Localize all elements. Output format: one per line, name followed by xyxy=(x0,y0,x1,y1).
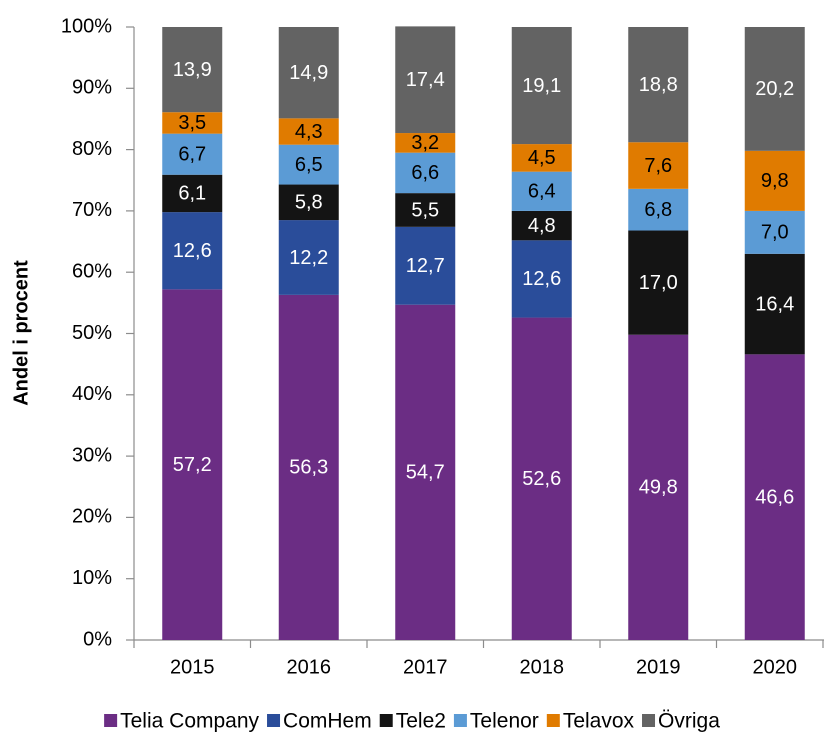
y-tick-label: 30% xyxy=(72,444,112,466)
bar-segment xyxy=(278,220,339,295)
legend-swatch xyxy=(267,714,281,727)
legend-label: Övriga xyxy=(658,710,720,733)
y-tick-label: 100% xyxy=(61,15,112,37)
y-tick-label: 0% xyxy=(83,628,112,650)
bar-segment xyxy=(162,133,223,175)
y-tick-label: 60% xyxy=(72,260,112,282)
bar-segment xyxy=(511,317,572,640)
data-label: 56,3 xyxy=(289,457,328,479)
legend-swatch xyxy=(453,714,467,727)
data-label: 16,4 xyxy=(755,293,794,315)
data-label: 4,8 xyxy=(528,215,556,237)
bar-segment xyxy=(162,112,223,134)
data-label: 12,2 xyxy=(289,247,328,269)
data-label: 12,7 xyxy=(406,255,445,277)
data-label: 5,5 xyxy=(411,199,439,221)
data-label: 6,1 xyxy=(178,183,206,205)
data-label: 4,3 xyxy=(295,121,323,143)
data-label: 54,7 xyxy=(406,462,445,484)
data-label: 3,2 xyxy=(411,132,439,154)
bar-segment xyxy=(511,210,572,241)
bar-segment xyxy=(628,27,689,143)
legend-swatch xyxy=(104,714,118,727)
y-tick-label: 90% xyxy=(72,77,112,99)
legend-label: Telenor xyxy=(470,710,539,733)
bar-segment xyxy=(395,133,456,153)
data-label: 52,6 xyxy=(522,468,561,490)
bar-segment xyxy=(278,294,339,640)
bar-segment xyxy=(278,144,339,185)
bar-segment xyxy=(628,230,689,335)
bar-segment xyxy=(744,27,805,151)
bar-segment xyxy=(744,150,805,211)
y-tick-label: 70% xyxy=(72,199,112,221)
data-label: 3,5 xyxy=(178,112,206,134)
bar-segment xyxy=(278,184,339,221)
data-label: 7,0 xyxy=(761,222,789,244)
x-tick-label: 2016 xyxy=(287,656,332,678)
legend-swatch xyxy=(642,714,656,727)
legend-label: Telia Company xyxy=(120,710,259,733)
bar-segment xyxy=(744,354,805,640)
bar-segment xyxy=(744,253,805,355)
data-label: 19,1 xyxy=(522,75,561,97)
legend-swatch xyxy=(546,714,560,727)
data-label: 6,7 xyxy=(178,143,206,165)
bar-segment xyxy=(511,171,572,211)
x-tick-label: 2017 xyxy=(403,656,448,678)
bar-segment xyxy=(744,210,805,254)
data-label: 57,2 xyxy=(173,454,212,476)
bar-segment xyxy=(511,27,572,145)
y-tick-label: 80% xyxy=(72,138,112,160)
bar-segment xyxy=(395,152,456,194)
data-label: 12,6 xyxy=(173,240,212,262)
legend-swatch xyxy=(379,714,393,727)
bar-segment xyxy=(628,334,689,640)
bar-segment xyxy=(395,226,456,305)
y-tick-label: 40% xyxy=(72,383,112,405)
legend-label: Tele2 xyxy=(396,710,446,733)
bar-segment xyxy=(162,289,223,640)
data-label: 18,8 xyxy=(639,74,678,96)
data-label: 14,9 xyxy=(289,62,328,84)
bar-segment xyxy=(278,27,339,119)
data-label: 9,8 xyxy=(761,170,789,192)
data-label: 6,4 xyxy=(528,181,556,203)
data-label: 6,6 xyxy=(411,162,439,184)
x-tick-label: 2018 xyxy=(520,656,565,678)
x-tick-label: 2019 xyxy=(636,656,681,678)
x-tick-label: 2020 xyxy=(753,656,798,678)
bar-segment xyxy=(395,193,456,227)
y-tick-label: 10% xyxy=(72,567,112,589)
bar-segment xyxy=(162,212,223,290)
bar-segment xyxy=(162,174,223,213)
bar-segment xyxy=(628,142,689,189)
bar-segment xyxy=(628,188,689,231)
data-label: 17,0 xyxy=(639,272,678,294)
data-label: 12,6 xyxy=(522,268,561,290)
data-label: 17,4 xyxy=(406,69,445,91)
legend-label: ComHem xyxy=(283,710,372,733)
data-label: 7,6 xyxy=(644,155,672,177)
data-label: 6,5 xyxy=(295,154,323,176)
bar-segment xyxy=(278,118,339,145)
bar-segment xyxy=(395,304,456,640)
data-label: 6,8 xyxy=(644,199,672,221)
data-label: 4,5 xyxy=(528,147,556,169)
data-label: 46,6 xyxy=(755,486,794,508)
data-label: 13,9 xyxy=(173,59,212,81)
x-tick-label: 2015 xyxy=(170,656,215,678)
data-label: 49,8 xyxy=(639,477,678,499)
bar-segment xyxy=(511,144,572,172)
bar-segment xyxy=(162,27,223,113)
data-label: 5,8 xyxy=(295,192,323,214)
y-axis-label: Andel i procent xyxy=(10,260,32,406)
data-label: 20,2 xyxy=(755,78,794,100)
legend-label: Telavox xyxy=(563,710,635,733)
y-tick-label: 50% xyxy=(72,322,112,344)
bar-segment xyxy=(511,240,572,318)
bar-segment xyxy=(395,26,456,134)
y-tick-label: 20% xyxy=(72,506,112,528)
